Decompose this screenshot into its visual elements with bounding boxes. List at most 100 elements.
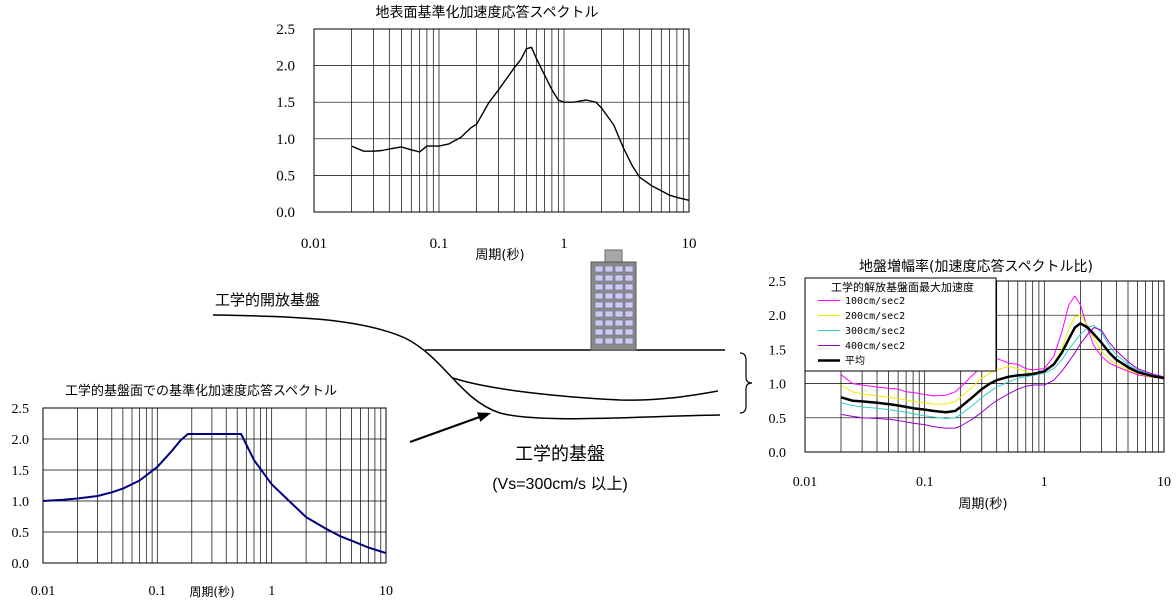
building-window bbox=[594, 310, 604, 318]
x-tick-label: 0.1 bbox=[149, 584, 167, 599]
x-axis-label: 周期(秒) bbox=[958, 497, 1007, 512]
x-tick-label: 0.01 bbox=[31, 584, 56, 599]
bedrock-label: 工学的基盤 bbox=[515, 444, 605, 465]
y-tick-label: 1.5 bbox=[276, 95, 295, 111]
series-line-3 bbox=[840, 325, 1165, 419]
series-line-1 bbox=[840, 295, 1165, 397]
x-tick-label: 1 bbox=[560, 236, 568, 252]
building-window bbox=[614, 274, 624, 282]
y-tick-label: 1.5 bbox=[769, 343, 787, 358]
y-tick-label: 0.5 bbox=[12, 526, 30, 541]
building-window bbox=[594, 301, 604, 309]
pointer-arrow-shaft bbox=[409, 415, 482, 443]
building-window bbox=[614, 265, 624, 273]
building-window bbox=[614, 337, 624, 345]
series-line-5 bbox=[840, 322, 1165, 414]
chart-title: 地表面基準化加速度応答スペクトル bbox=[375, 4, 598, 21]
building-window bbox=[604, 310, 614, 318]
series-line-1 bbox=[351, 46, 690, 201]
x-tick-label: 1 bbox=[268, 584, 275, 599]
legend-label: 200cm/sec2 bbox=[845, 311, 905, 322]
chart-title: 工学的基盤面での基準化加速度応答スペクトル bbox=[65, 383, 337, 399]
building-window bbox=[594, 337, 604, 345]
building-window bbox=[624, 283, 634, 291]
building-window bbox=[614, 328, 624, 336]
plot-area bbox=[43, 408, 386, 563]
x-axis-label: 周期(秒) bbox=[475, 248, 524, 263]
y-tick-label: 1.0 bbox=[769, 378, 787, 393]
building-window bbox=[594, 292, 604, 300]
plot-frame bbox=[313, 28, 690, 213]
building-window bbox=[604, 292, 614, 300]
building-window bbox=[614, 319, 624, 327]
building-window bbox=[624, 274, 634, 282]
bedrock-condition-label: (Vs=300cm/s 以上) bbox=[492, 475, 628, 493]
plot-frame bbox=[42, 407, 387, 564]
series-line-1 bbox=[42, 433, 387, 555]
building-window bbox=[594, 265, 604, 273]
y-tick-label: 0.5 bbox=[276, 168, 295, 184]
open-bedrock-label: 工学的開放基盤 bbox=[215, 291, 320, 309]
building-window bbox=[614, 283, 624, 291]
building-window bbox=[624, 328, 634, 336]
building-window bbox=[604, 283, 614, 291]
y-tick-label: 1.0 bbox=[276, 132, 295, 148]
building-window bbox=[604, 337, 614, 345]
ground-cross-section: 工学的開放基盤 工学的基盤 (Vs=300cm/s 以上) bbox=[212, 249, 753, 493]
x-axis-label: 周期(秒) bbox=[189, 585, 234, 599]
building-window bbox=[594, 328, 604, 336]
x-tick-label: 10 bbox=[682, 236, 697, 252]
building-window bbox=[624, 319, 634, 327]
y-tick-label: 0.0 bbox=[769, 446, 787, 461]
building-window bbox=[604, 301, 614, 309]
building-window bbox=[624, 310, 634, 318]
x-tick-label: 1 bbox=[1041, 475, 1048, 490]
x-tick-label: 10 bbox=[379, 584, 393, 599]
legend-label: 300cm/sec2 bbox=[845, 326, 905, 337]
legend-label: 100cm/sec2 bbox=[845, 296, 905, 307]
chart-title: 地盤増幅率(加速度応答スペクトル比) bbox=[859, 258, 1093, 275]
building-window bbox=[594, 274, 604, 282]
y-tick-label: 2.5 bbox=[12, 402, 30, 417]
soil-layer-boundary-line bbox=[452, 377, 719, 401]
legend-label: 400cm/sec2 bbox=[845, 341, 905, 352]
plot-area bbox=[314, 29, 689, 212]
building-window bbox=[614, 292, 624, 300]
y-tick-label: 1.0 bbox=[12, 495, 30, 510]
pointer-arrow-head bbox=[477, 412, 491, 422]
building-window bbox=[604, 274, 614, 282]
y-tick-label: 0.5 bbox=[769, 412, 787, 427]
x-tick-label: 0.1 bbox=[430, 236, 449, 252]
building-window bbox=[594, 319, 604, 327]
building-window bbox=[614, 301, 624, 309]
chart-bedrock-spectrum: 0.0 0.5 1.0 1.5 2.0 2.5 0.01 0.1 1 10 工学的基盤面での基準化加… bbox=[12, 383, 394, 599]
building-window bbox=[604, 319, 614, 327]
legend-label: 平均 bbox=[845, 355, 865, 367]
y-tick-label: 2.5 bbox=[276, 22, 295, 38]
building-window bbox=[604, 328, 614, 336]
y-tick-label: 2.0 bbox=[276, 59, 295, 75]
series-line-4 bbox=[840, 327, 1165, 429]
series-line-2 bbox=[840, 314, 1165, 405]
chart-amplification-ratio: 工学的解放基盤面最大加速度 100cm/sec2 200cm/sec2 300cm/s… bbox=[769, 258, 1172, 512]
building-window bbox=[624, 265, 634, 273]
x-tick-label: 0.1 bbox=[916, 475, 934, 490]
y-tick-label: 2.0 bbox=[769, 309, 787, 324]
legend-title: 工学的解放基盤面最大加速度 bbox=[831, 280, 974, 294]
legend-box bbox=[804, 277, 997, 372]
x-tick-label: 0.01 bbox=[301, 236, 327, 252]
x-tick-label: 10 bbox=[1157, 475, 1171, 490]
building bbox=[590, 249, 637, 351]
y-tick-label: 0.0 bbox=[12, 557, 30, 572]
building-window bbox=[624, 337, 634, 345]
y-tick-label: 2.0 bbox=[12, 433, 30, 448]
x-tick-label: 0.01 bbox=[793, 475, 818, 490]
building-rooftop bbox=[604, 249, 623, 263]
building-window bbox=[594, 283, 604, 291]
y-tick-label: 1.5 bbox=[12, 464, 30, 479]
building-window bbox=[604, 265, 614, 273]
y-tick-label: 2.5 bbox=[769, 275, 787, 290]
bedrock-boundary-line bbox=[212, 314, 721, 420]
soil-layer-brace bbox=[739, 352, 753, 414]
